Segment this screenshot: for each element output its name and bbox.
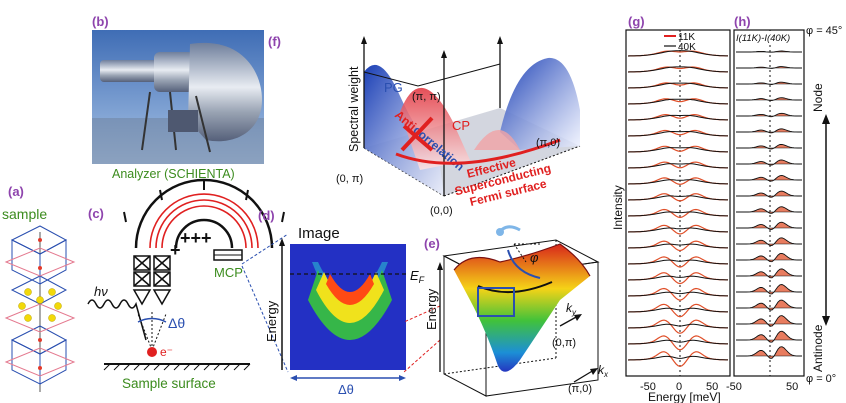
- edc-frame: [625, 29, 731, 377]
- crystal-structure: [4, 225, 76, 392]
- pg-label: PG: [384, 80, 403, 95]
- edc-curve-40k: [627, 82, 728, 89]
- emission-cone: [137, 312, 167, 351]
- edc-curve-40k: [627, 291, 728, 297]
- cross-mark-b: [400, 116, 434, 152]
- panel-d-label: (d): [258, 208, 275, 223]
- panel-g: (g) 11K 40K Intensity -50 0 50: [611, 14, 731, 393]
- edc-curve-40k: [627, 114, 728, 121]
- zeropi-e-label: (0,π): [552, 337, 576, 349]
- plus-charges: +++: [180, 228, 212, 248]
- panel-a: (a) sample: [2, 184, 76, 392]
- kx-label: kx: [598, 363, 609, 379]
- pipi-label: (π, π): [412, 91, 441, 103]
- legend-40k: 40K: [678, 42, 696, 53]
- panel-g-label: (g): [628, 14, 645, 29]
- edc-curve-40k: [627, 243, 728, 249]
- edc-curve-40k: [627, 355, 728, 361]
- hemisphere-analyzer: [123, 178, 285, 249]
- coherent-peak-surface: [400, 87, 470, 170]
- edc-curve-40k: [627, 179, 728, 185]
- edc-curve-40k: [627, 131, 728, 137]
- image-title: Image: [298, 225, 340, 242]
- cp-label: CP: [452, 118, 470, 133]
- panel-e-label: (e): [424, 236, 440, 251]
- pi0-e-label: (π,0): [568, 383, 592, 395]
- antinode-label: Antinode: [811, 324, 825, 372]
- panel-c: (c) +++ + MCP hν Δ: [87, 178, 285, 391]
- panel-f-label: (f): [268, 34, 281, 49]
- cut-box: [477, 287, 515, 317]
- panel-f: (f) Spectral weight PG (π, π) CP Anti co…: [268, 34, 581, 217]
- analyzer-caption: Analyzer (SCHIENTA): [112, 167, 235, 181]
- electron-label: e⁻: [160, 345, 173, 359]
- edc-curve-40k: [627, 339, 728, 345]
- edc-curve-40k: [627, 259, 728, 265]
- panel-b-label: (b): [92, 14, 109, 29]
- cut-path: [507, 249, 541, 279]
- fermi-surface-arc: [395, 138, 561, 165]
- cross-mark-a: [402, 124, 434, 152]
- sample-surface-caption: Sample surface: [122, 376, 216, 391]
- legend-11k: 11K: [678, 32, 695, 43]
- intensity-label: Intensity: [611, 185, 625, 230]
- energy-label-d: Energy: [264, 300, 279, 342]
- panel-d: (d) Image EF Energy Δθ: [241, 208, 425, 397]
- edc-curve-40k: [627, 307, 728, 313]
- delta-theta-label: Δθ: [168, 315, 185, 331]
- phi-0-label: φ = 0°: [806, 373, 836, 385]
- analyzer-photo: [92, 30, 264, 164]
- panel-c-label: (c): [88, 206, 104, 221]
- phi-45-label: φ = 45°: [806, 25, 842, 37]
- zeropi-label: (0, π): [336, 173, 363, 185]
- antinode-surface-right: [500, 57, 580, 150]
- g-tick-0: 0: [676, 381, 682, 393]
- sample-caption: sample: [2, 206, 47, 222]
- phi-label: φ: [530, 250, 539, 265]
- h-tick-neg50: -50: [726, 381, 742, 393]
- energy-xlabel: Energy [meV]: [648, 390, 721, 403]
- edc-curve-40k: [627, 147, 728, 153]
- spectral-weight-label: Spectral weight: [347, 66, 361, 152]
- ky-label: ky: [566, 301, 577, 317]
- g-tick-50: 50: [706, 381, 718, 393]
- edc-curve-40k: [627, 98, 728, 105]
- panel-b: (b) Analyzer (SCHIENTA): [92, 14, 264, 181]
- diff-legend: I(11K)-I(40K): [736, 33, 790, 44]
- band-dispersion-bowl: [454, 244, 590, 372]
- pi0-label: (π,0): [536, 137, 560, 149]
- electron-dot: [147, 347, 157, 357]
- edc-curve-40k: [627, 211, 728, 217]
- edc-curve-40k: [627, 163, 728, 169]
- diff-frame: [733, 29, 805, 377]
- hv-label: hν: [94, 284, 108, 299]
- ef-label: EF: [410, 268, 425, 285]
- electron-lens: [132, 255, 172, 306]
- delta-theta-xlabel: Δθ: [338, 382, 354, 397]
- edc-curve-40k: [627, 227, 728, 233]
- mcp-label: MCP: [214, 265, 243, 280]
- edc-curve-40k: [627, 50, 728, 57]
- panel-h-label: (h): [734, 14, 751, 29]
- node-label: Node: [811, 83, 825, 112]
- edc-curve-40k: [627, 275, 728, 281]
- delta-theta-arc: [137, 317, 167, 323]
- plus-charge-left: +: [170, 240, 181, 260]
- g-tick-neg50: -50: [640, 381, 656, 393]
- edc-curve-40k: [627, 66, 728, 73]
- edc-curve-40k: [627, 323, 728, 329]
- edc-curve-40k: [627, 195, 728, 201]
- panel-h: (h) I(11K)-I(40K) -50 50 φ = 45° φ = 0° …: [726, 14, 842, 393]
- origin-label: (0,0): [430, 205, 453, 217]
- panel-e: (e) φ Energy ky (0,π) kx (π,0): [403, 225, 609, 397]
- diff-curves: [736, 50, 802, 359]
- photon-wave: [87, 299, 147, 341]
- h-tick-50: 50: [786, 381, 798, 393]
- edc-curves: [627, 50, 728, 368]
- energy-label-e: Energy: [424, 288, 439, 330]
- panel-a-label: (a): [8, 184, 24, 199]
